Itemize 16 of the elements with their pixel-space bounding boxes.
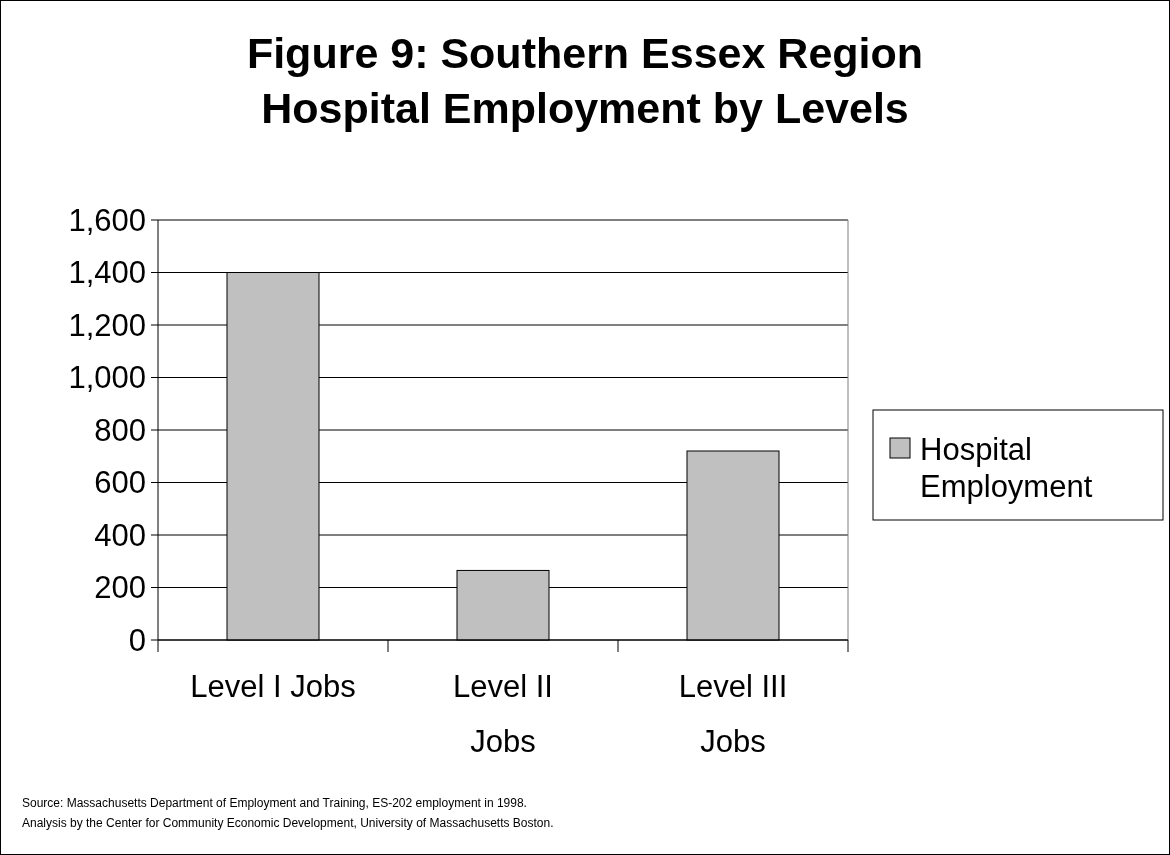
- y-tick-label: 0: [128, 622, 146, 658]
- y-tick-label: 1,000: [68, 360, 146, 396]
- y-tick-label: 400: [94, 517, 146, 553]
- x-tick-label: Level II Jobs: [453, 669, 553, 759]
- x-tick-label: Level I Jobs: [190, 669, 356, 704]
- y-tick-label: 800: [94, 412, 146, 448]
- y-tick-label: 600: [94, 465, 146, 501]
- text: Analysis by the Center for Community Economic Development, University of Massachusetts Boston.: [22, 816, 554, 830]
- y-tick-label: 200: [94, 570, 146, 606]
- y-tick-label: 1,200: [68, 307, 146, 343]
- legend-label: Hospital Employment: [920, 432, 1093, 504]
- y-tick-label: 1,600: [68, 202, 146, 238]
- x-tick-label: Level III Jobs: [678, 669, 788, 759]
- y-tick-label: 1,400: [68, 255, 146, 291]
- source-note: Source: Massachusetts Department of Employment and Training, ES-202 employment in 1998.: [22, 796, 527, 810]
- chart-title: Figure 9: Southern Essex Region Hospital Employment by Levels: [246, 29, 924, 132]
